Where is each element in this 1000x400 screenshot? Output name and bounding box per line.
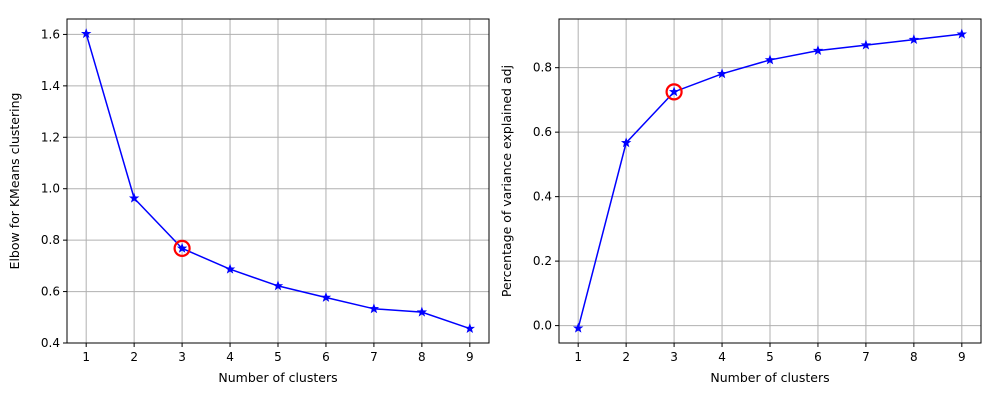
data-point-star — [320, 292, 332, 302]
x-tick-label: 4 — [226, 350, 234, 364]
y-tick-label: 1.2 — [41, 130, 60, 144]
data-point-star — [908, 34, 920, 45]
y-tick-label: 0.0 — [533, 319, 552, 333]
x-tick-label: 8 — [418, 350, 426, 364]
data-point-star — [80, 28, 92, 39]
plot-frame — [66, 18, 490, 344]
data-point-star — [956, 28, 968, 39]
data-point-star — [176, 242, 188, 253]
data-point-star — [128, 192, 140, 203]
data-point-star — [812, 45, 824, 56]
data-point-star — [716, 68, 728, 79]
elbow-highlight-circle — [665, 83, 683, 101]
x-tick-label: 8 — [910, 350, 918, 364]
x-tick-label: 5 — [766, 350, 774, 364]
data-point-star — [272, 280, 284, 291]
elbow-chart: 1 2 3 4 5 6 7 8 9 0.4 0.6 0.8 1.0 1.2 1.4 1.6 Number of … — [7, 18, 490, 385]
x-tick-label: 1 — [82, 350, 90, 364]
data-point-star — [464, 323, 476, 334]
x-tick-label: 6 — [322, 350, 330, 364]
x-tick-label: 9 — [958, 350, 966, 364]
y-tick-label: 0.4 — [41, 336, 60, 350]
y-tick-label: 0.6 — [41, 285, 60, 299]
variance-chart: 1 2 3 4 5 6 7 8 9 0.0 0.2 0.4 0.6 0.8 Number of cluste… — [499, 18, 982, 385]
y-tick-label: 0.6 — [533, 125, 552, 139]
y-tick-label: 1.4 — [41, 79, 60, 93]
y-axis-label: Elbow for KMeans clustering — [7, 93, 22, 270]
y-axis-label: Percentage of variance explained adj — [499, 65, 514, 297]
y-tick-label: 0.8 — [533, 61, 552, 75]
y-tick-label: 0.2 — [533, 254, 552, 268]
x-tick-label: 9 — [466, 350, 474, 364]
y-tick-label: 1.6 — [41, 27, 60, 41]
y-tick-label: 1.0 — [41, 182, 60, 196]
y-tick-label: 0.8 — [41, 233, 60, 247]
data-point-star — [860, 39, 872, 50]
x-tick-label: 7 — [370, 350, 378, 364]
x-tick-label: 3 — [670, 350, 678, 364]
plot-frame — [558, 18, 982, 344]
data-point-star — [416, 306, 428, 317]
data-point-star — [764, 54, 776, 65]
x-tick-label: 7 — [862, 350, 870, 364]
x-tick-label: 6 — [814, 350, 822, 364]
x-tick-label: 3 — [178, 350, 186, 364]
x-axis-label: Number of clusters — [710, 370, 829, 385]
x-tick-label: 2 — [622, 350, 630, 364]
data-point-star — [668, 86, 680, 97]
elbow-highlight-circle — [173, 239, 191, 257]
x-tick-label: 1 — [574, 350, 582, 364]
x-tick-label: 2 — [130, 350, 138, 364]
x-axis-label: Number of clusters — [218, 370, 337, 385]
data-point-star — [572, 322, 584, 333]
data-point-star — [620, 137, 632, 148]
x-tick-label: 4 — [718, 350, 726, 364]
data-point-star — [368, 303, 380, 314]
y-tick-label: 0.4 — [533, 190, 552, 204]
data-point-star — [224, 263, 236, 274]
x-tick-label: 5 — [274, 350, 282, 364]
